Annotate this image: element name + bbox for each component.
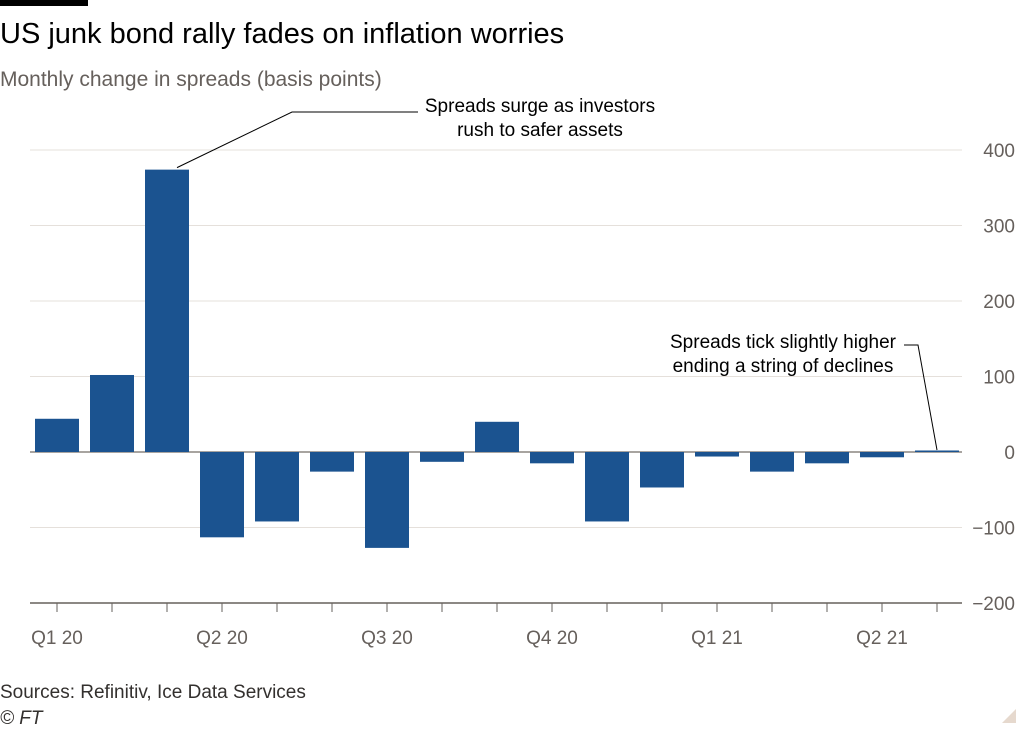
x-quarter-label: Q1 20 bbox=[31, 628, 83, 649]
x-quarter-label: Q3 20 bbox=[361, 628, 413, 649]
annotation-text: Spreads tick slightly higher bbox=[670, 332, 897, 353]
bar bbox=[585, 452, 629, 522]
y-tick-label: −100 bbox=[972, 519, 1015, 540]
bar bbox=[640, 452, 684, 488]
bar bbox=[310, 452, 354, 472]
ft-credit: © FT bbox=[0, 708, 43, 729]
corner-mark-icon bbox=[1002, 709, 1016, 723]
bar bbox=[420, 452, 464, 462]
chart-title: US junk bond rally fades on inflation wo… bbox=[0, 18, 565, 50]
bar bbox=[475, 421, 519, 452]
bar bbox=[530, 452, 574, 464]
y-tick-label: −200 bbox=[972, 594, 1015, 615]
x-quarter-label: Q4 20 bbox=[526, 628, 578, 649]
x-quarter-label: Q1 21 bbox=[691, 628, 743, 649]
bar bbox=[695, 452, 739, 457]
annotation-text: Spreads surge as investors bbox=[425, 96, 655, 117]
bar bbox=[35, 418, 79, 452]
y-tick-label: 400 bbox=[983, 141, 1015, 162]
annotation-text: ending a string of declines bbox=[673, 356, 894, 377]
annotation-text: rush to safer assets bbox=[457, 120, 623, 141]
bar bbox=[90, 374, 134, 452]
bar bbox=[255, 452, 299, 522]
y-tick-label: 100 bbox=[983, 368, 1015, 389]
chart-subtitle: Monthly change in spreads (basis points) bbox=[0, 68, 382, 91]
bar bbox=[805, 452, 849, 464]
annotation-leader-line bbox=[904, 344, 938, 451]
source-note: Sources: Refinitiv, Ice Data Services bbox=[0, 682, 306, 703]
ft-top-bar bbox=[0, 0, 88, 6]
bar bbox=[365, 452, 409, 548]
bar bbox=[145, 169, 189, 452]
bar bbox=[200, 452, 244, 538]
x-quarter-label: Q2 20 bbox=[196, 628, 248, 649]
bar bbox=[860, 452, 904, 458]
y-tick-label: 200 bbox=[983, 292, 1015, 313]
y-tick-label: 300 bbox=[983, 217, 1015, 238]
annotation-leader-line bbox=[176, 111, 418, 169]
x-quarter-label: Q2 21 bbox=[856, 628, 908, 649]
bar bbox=[915, 450, 959, 452]
y-tick-label: 0 bbox=[1004, 443, 1015, 464]
bar bbox=[750, 452, 794, 472]
